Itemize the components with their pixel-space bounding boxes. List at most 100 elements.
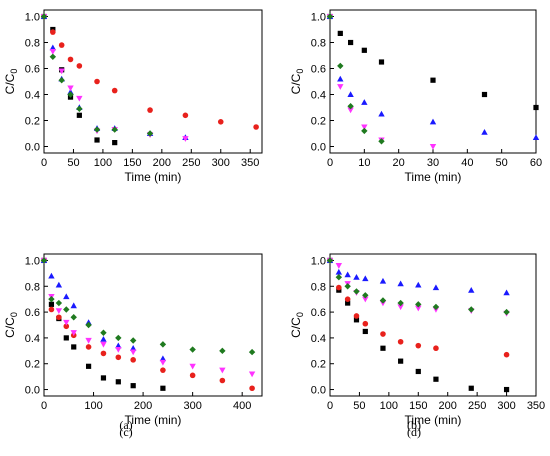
x-tick-label: 50 [353, 400, 365, 412]
data-point [189, 346, 196, 353]
data-point [468, 306, 475, 313]
x-axis-label: Time (min) [405, 413, 462, 427]
data-point [111, 126, 118, 133]
y-tick-label: 0.0 [25, 142, 40, 154]
data-point [76, 63, 83, 69]
data-point [481, 129, 488, 135]
data-point [248, 348, 256, 356]
x-tick-label: 100 [94, 157, 112, 169]
data-point [100, 329, 107, 336]
panel-label: (a) [119, 418, 132, 432]
data-point [182, 112, 189, 119]
data-point [362, 296, 369, 303]
data-point [503, 289, 510, 296]
data-point [337, 84, 344, 90]
y-tick-label: 0.4 [25, 90, 40, 102]
data-point [94, 78, 100, 85]
data-point [85, 363, 92, 369]
x-tick-label: 150 [409, 400, 427, 412]
data-point [100, 375, 107, 381]
data-point [347, 103, 354, 110]
y-tick-label: 0.8 [25, 38, 40, 50]
data-point [378, 138, 385, 145]
data-point [468, 385, 474, 391]
data-point [361, 127, 368, 135]
y-tick-label: 0.8 [25, 281, 40, 293]
data-point [40, 257, 48, 264]
x-tick-label: 250 [182, 157, 200, 169]
data-point [70, 314, 77, 321]
data-point [353, 274, 360, 280]
data-point [503, 351, 510, 358]
x-tick-label: 300 [212, 157, 230, 169]
panel-label: (c) [119, 425, 132, 439]
data-point [58, 68, 65, 75]
data-point [362, 292, 369, 299]
y-tick-label: 1.0 [311, 255, 326, 267]
data-point [362, 328, 368, 335]
data-point [481, 91, 488, 98]
data-point [130, 383, 136, 389]
data-point [397, 299, 404, 307]
data-point [85, 344, 92, 350]
data-point [70, 330, 77, 336]
data-point [430, 77, 436, 83]
data-point [63, 319, 70, 326]
data-point [335, 263, 343, 269]
series-4-triangle-down [40, 257, 256, 378]
y-tick-label: 0.6 [311, 307, 326, 319]
series-3-triangle-up [326, 257, 510, 296]
data-point [378, 110, 385, 117]
x-tick-label: 50 [496, 157, 508, 169]
data-point [146, 130, 154, 137]
x-tick-label: 200 [439, 400, 457, 412]
x-tick-label: 200 [153, 157, 171, 169]
data-point [353, 313, 360, 319]
data-point [335, 274, 343, 281]
x-tick-label: 100 [84, 400, 102, 412]
data-point [379, 277, 387, 284]
y-tick-label: 0.4 [311, 90, 326, 102]
data-point [380, 345, 386, 351]
data-point [335, 268, 343, 275]
data-point [429, 143, 437, 150]
data-point [49, 53, 57, 60]
data-point [160, 385, 166, 391]
data-point [415, 301, 422, 308]
data-point [344, 296, 351, 302]
data-point [415, 368, 421, 375]
series-5-diamond [40, 257, 256, 356]
data-point [326, 257, 334, 264]
data-point [76, 95, 83, 102]
y-tick-label: 0.2 [25, 359, 40, 371]
data-point [217, 119, 224, 125]
y-tick-label: 0.6 [311, 64, 326, 76]
y-axis-label: C/C0 [3, 312, 19, 338]
x-tick-label: 150 [123, 157, 141, 169]
series-5-diamond [40, 13, 154, 137]
data-point [147, 107, 153, 113]
x-tick-label: 100 [380, 400, 398, 412]
y-tick-label: 0.6 [25, 64, 40, 76]
data-point [111, 87, 118, 94]
data-point [182, 136, 189, 142]
series-3-triangle-up [40, 13, 189, 140]
data-point [219, 377, 226, 384]
data-point [248, 371, 256, 378]
y-axis-label: C/C0 [3, 69, 19, 95]
data-point [63, 323, 70, 330]
data-point [76, 112, 82, 118]
series-1-square [327, 13, 539, 111]
data-point [93, 126, 101, 133]
data-point [337, 62, 344, 70]
data-point [337, 30, 343, 36]
data-point [115, 379, 121, 385]
data-point [100, 341, 107, 348]
data-point [348, 39, 354, 46]
series-2-triangle-up [326, 13, 540, 140]
y-tick-label: 0.0 [25, 385, 40, 397]
x-tick-label: 50 [67, 157, 79, 169]
x-tick-label: 10 [358, 157, 370, 169]
x-tick-label: 0 [41, 400, 47, 412]
data-point [397, 280, 404, 287]
